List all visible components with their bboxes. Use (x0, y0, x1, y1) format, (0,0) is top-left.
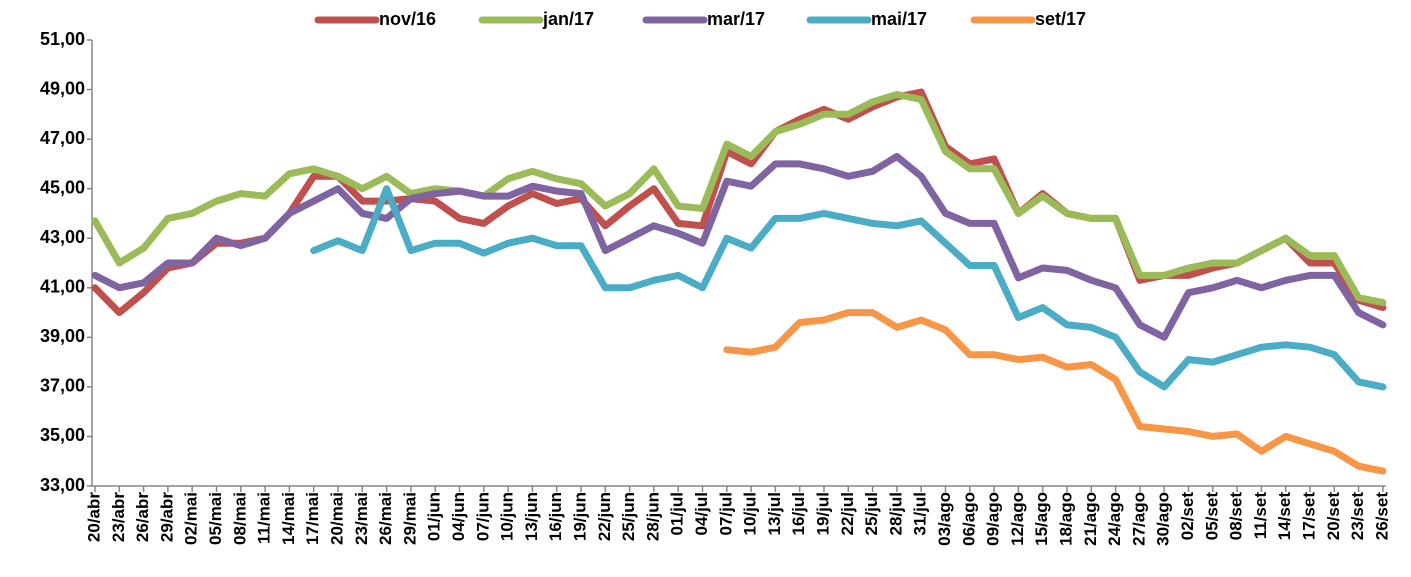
x-tick-label: 20/set (1324, 492, 1343, 541)
y-tick-label: 37,00 (40, 376, 85, 396)
legend-label: set/17 (1035, 9, 1086, 29)
x-tick-label: 04/jul (692, 492, 711, 535)
y-tick-label: 33,00 (40, 475, 85, 495)
legend-label: mai/17 (871, 9, 927, 29)
y-tick-label: 41,00 (40, 277, 85, 297)
x-tick-label: 01/jul (668, 492, 687, 535)
x-tick-label: 25/jul (862, 492, 881, 535)
x-tick-label: 19/jun (570, 492, 589, 541)
x-tick-label: 07/jun (473, 492, 492, 541)
x-tick-label: 08/mai (230, 492, 249, 545)
x-tick-label: 02/set (1178, 492, 1197, 541)
x-tick-label: 13/jun (522, 492, 541, 541)
series-line (723, 309, 1387, 475)
x-tick-label: 23/mai (352, 492, 371, 545)
series-line (91, 91, 1387, 307)
x-tick-label: 17/mai (303, 492, 322, 545)
x-tick-label: 24/ago (1105, 492, 1124, 546)
x-tick-label: 10/jun (498, 492, 517, 541)
x-tick-label: 10/jul (741, 492, 760, 535)
y-tick-label: 51,00 (40, 29, 85, 49)
legend-label: mar/17 (707, 9, 765, 29)
x-tick-label: 29/abr (157, 492, 176, 542)
legend-label: jan/17 (542, 9, 594, 29)
y-tick-label: 49,00 (40, 78, 85, 98)
x-tick-label: 03/ago (935, 492, 954, 546)
series-line (310, 185, 1387, 391)
y-tick-label: 39,00 (40, 326, 85, 346)
x-tick-label: 01/jun (425, 492, 444, 541)
x-tick-label: 04/jun (449, 492, 468, 541)
x-tick-label: 17/set (1299, 492, 1318, 541)
x-tick-label: 30/ago (1154, 492, 1173, 546)
x-tick-label: 31/jul (911, 492, 930, 535)
x-tick-label: 05/mai (206, 492, 225, 545)
x-tick-label: 20/mai (327, 492, 346, 545)
y-tick-label: 35,00 (40, 425, 85, 445)
x-tick-label: 14/mai (279, 492, 298, 545)
x-tick-label: 19/jul (813, 492, 832, 535)
x-tick-label: 28/jul (886, 492, 905, 535)
x-tick-label: 20/abr (84, 492, 103, 542)
y-tick-label: 45,00 (40, 177, 85, 197)
series-line (91, 88, 1387, 317)
x-tick-label: 14/set (1275, 492, 1294, 541)
x-tick-label: 09/ago (984, 492, 1003, 546)
x-tick-label: 21/ago (1081, 492, 1100, 546)
legend-label: nov/16 (379, 9, 436, 29)
x-tick-label: 13/jul (765, 492, 784, 535)
x-tick-label: 26/mai (376, 492, 395, 545)
x-tick-label: 16/jun (546, 492, 565, 541)
x-tick-label: 11/set (1251, 492, 1270, 540)
x-tick-label: 27/ago (1129, 492, 1148, 546)
x-tick-label: 23/set (1348, 492, 1367, 541)
x-tick-label: 23/abr (109, 492, 128, 542)
x-tick-label: 26/set (1372, 492, 1391, 541)
y-tick-label: 43,00 (40, 227, 85, 247)
x-tick-label: 25/jun (619, 492, 638, 541)
series-line (91, 153, 1387, 341)
x-tick-label: 11/mai (255, 492, 274, 544)
x-tick-label: 06/ago (959, 492, 978, 546)
x-tick-label: 22/jun (595, 492, 614, 541)
x-tick-label: 22/jul (838, 492, 857, 535)
x-tick-label: 28/jun (643, 492, 662, 541)
y-tick-label: 47,00 (40, 128, 85, 148)
x-tick-label: 05/set (1202, 492, 1221, 541)
x-tick-label: 29/mai (400, 492, 419, 545)
x-tick-label: 16/jul (789, 492, 808, 535)
x-tick-label: 08/set (1227, 492, 1246, 541)
x-tick-label: 02/mai (182, 492, 201, 545)
x-tick-label: 26/abr (133, 492, 152, 542)
x-tick-label: 15/ago (1032, 492, 1051, 546)
x-tick-label: 18/ago (1056, 492, 1075, 546)
x-tick-label: 12/ago (1008, 492, 1027, 546)
x-tick-label: 07/jul (716, 492, 735, 535)
